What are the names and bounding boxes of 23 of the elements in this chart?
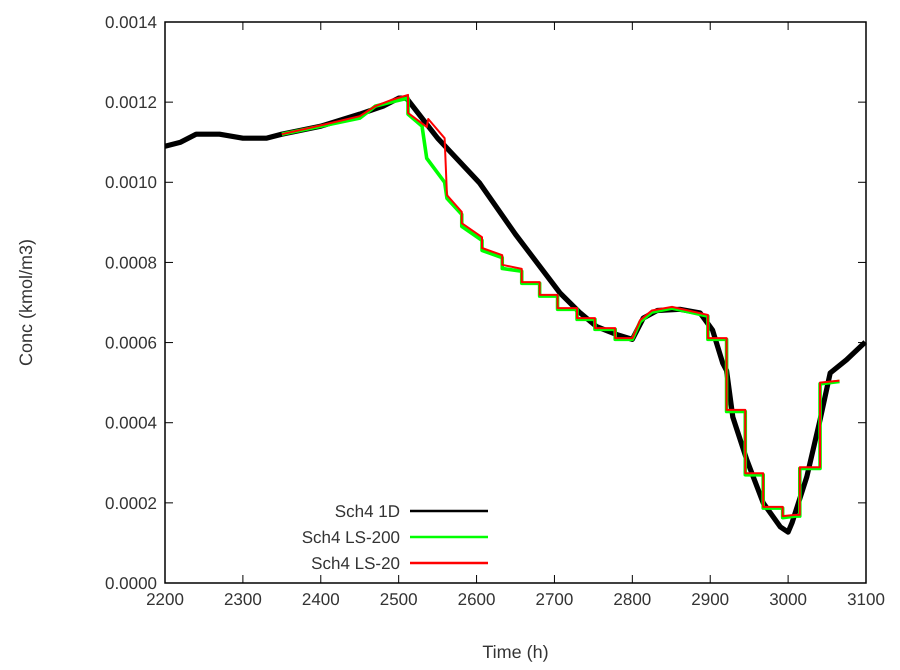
y-tick-label: 0.0006 (105, 334, 157, 353)
x-tick-label: 2700 (536, 590, 574, 609)
x-tick-label: 2900 (691, 590, 730, 609)
x-tick-label: 2300 (224, 590, 262, 609)
x-tick-label: 2800 (613, 590, 652, 609)
x-axis-title: Time (h) (482, 642, 549, 662)
x-tick-label: 2600 (458, 590, 496, 609)
x-tick-label: 3000 (769, 590, 808, 609)
legend-label: Sch4 LS-20 (311, 554, 400, 573)
x-tick-label: 3100 (847, 590, 885, 609)
x-tick-label: 2200 (146, 590, 184, 609)
legend-label: Sch4 1D (334, 502, 400, 521)
y-tick-label: 0.0012 (105, 93, 157, 112)
x-tick-label: 2500 (380, 590, 418, 609)
y-tick-label: 0.0014 (105, 12, 157, 32)
y-axis-title: Conc (kmol/m3) (16, 238, 36, 366)
x-tick-label: 2400 (302, 590, 340, 609)
y-tick-label: 0.0000 (105, 574, 157, 593)
y-tick-label: 0.0004 (105, 414, 157, 433)
y-tick-label: 0.0008 (105, 253, 157, 272)
y-tick-label: 0.0002 (105, 494, 157, 513)
legend-label: Sch4 LS-200 (302, 528, 400, 547)
y-tick-label: 0.0010 (105, 173, 157, 192)
